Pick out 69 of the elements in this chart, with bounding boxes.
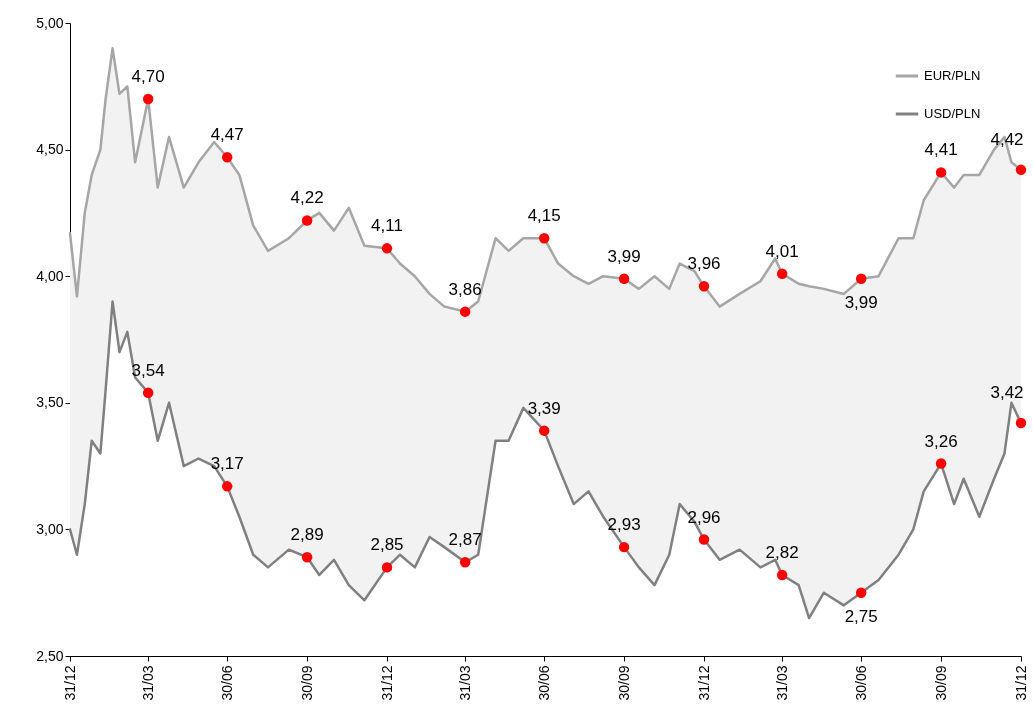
legend-label: EUR/PLN [924, 68, 981, 83]
point [1015, 417, 1027, 429]
data-label: 3,86 [448, 279, 482, 299]
y-tick-label: 4,00 [36, 267, 64, 284]
x-tick-label: 30/06 [218, 665, 235, 701]
data-label: 2,89 [290, 525, 324, 545]
data-label: 3,99 [607, 246, 641, 266]
point [142, 387, 154, 398]
y-tick-label: 5,00 [36, 14, 64, 31]
data-label: 4,70 [131, 66, 165, 86]
data-label: 2,82 [765, 542, 799, 562]
x-tick-label: 31/12 [378, 665, 395, 701]
data-label: 4,42 [990, 129, 1024, 149]
x-tick-label: 31/03 [773, 665, 790, 701]
x-tick-label: 30/06 [852, 665, 869, 701]
x-tick-label: 31/03 [456, 665, 473, 701]
point [776, 268, 788, 279]
point [381, 562, 393, 573]
data-label: 3,54 [131, 360, 165, 380]
data-label: 4,11 [371, 216, 403, 236]
y-tick-label: 3,00 [36, 520, 64, 537]
point [301, 215, 313, 226]
point [459, 557, 471, 568]
point [381, 243, 393, 254]
point [538, 232, 550, 244]
point [855, 587, 867, 598]
point [935, 458, 947, 469]
x-tick-label: 31/12 [61, 665, 78, 701]
y-tick-label: 3,50 [36, 394, 64, 411]
point [221, 481, 233, 492]
data-label: 2,96 [687, 507, 721, 527]
data-label: 3,17 [210, 454, 244, 474]
data-label: 2,87 [448, 530, 482, 550]
point [698, 534, 710, 545]
data-label: 4,01 [765, 241, 799, 261]
point [618, 273, 630, 284]
point [618, 541, 630, 553]
data-label: 4,15 [527, 206, 561, 226]
x-tick-label: 30/09 [615, 665, 632, 701]
data-label: 2,93 [607, 515, 641, 535]
x-tick-label: 30/09 [298, 665, 315, 701]
data-label: 3,42 [990, 383, 1024, 403]
point [698, 281, 710, 292]
x-tick-label: 30/09 [932, 665, 949, 701]
point [538, 425, 550, 436]
x-tick-label: 31/03 [139, 665, 156, 701]
y-tick-label: 2,50 [36, 647, 64, 664]
y-tick-label: 4,50 [36, 141, 64, 158]
data-label: 3,26 [924, 431, 958, 451]
point [1015, 164, 1027, 176]
point [855, 273, 867, 284]
point [459, 306, 471, 317]
point [935, 167, 947, 178]
data-label: 4,22 [290, 188, 324, 208]
data-label: 2,85 [370, 535, 404, 555]
x-tick-label: 30/06 [535, 665, 552, 701]
point [221, 151, 233, 163]
data-label: 3,99 [844, 292, 878, 312]
point [301, 552, 313, 563]
x-tick-label: 31/12 [695, 665, 712, 701]
data-label: 3,96 [687, 254, 721, 274]
x-tick-label: 31/12 [1012, 665, 1029, 701]
legend-label: USD/PLN [924, 106, 981, 121]
data-label: 4,41 [924, 140, 958, 160]
point [142, 93, 154, 105]
data-label: 3,39 [527, 398, 561, 418]
point [776, 569, 788, 581]
data-label: 2,75 [844, 606, 878, 626]
data-label: 4,47 [210, 125, 244, 145]
